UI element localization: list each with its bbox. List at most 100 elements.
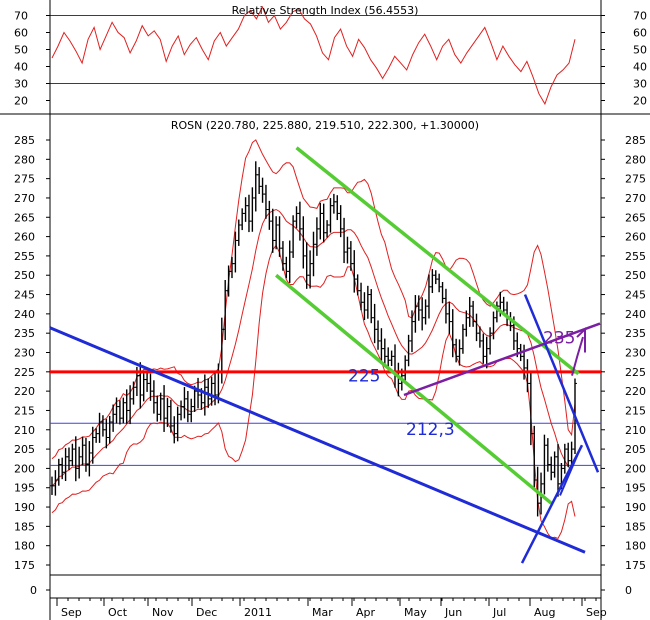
price-tick-label: 215 (14, 404, 35, 417)
price-tick-label: 225 (625, 366, 646, 379)
date-tick-label: Jul (492, 606, 506, 619)
price-tick-label: 210 (625, 424, 646, 437)
rsi-tick-label: 50 (14, 44, 28, 57)
price-tick-label: 270 (14, 192, 35, 205)
price-tick-label: 260 (14, 231, 35, 244)
date-tick-label: Nov (152, 606, 174, 619)
price-tick-label: 275 (625, 173, 646, 186)
price-tick-label: 185 (625, 520, 646, 533)
price-tick-label: 175 (625, 559, 646, 572)
price-tick-label: 230 (625, 347, 646, 360)
rsi-tick-label: 20 (14, 95, 28, 108)
price-tick-label: 250 (625, 269, 646, 282)
date-tick-label: Oct (108, 606, 128, 619)
trendlines (49, 146, 601, 564)
price-title: ROSN (220.780, 225.880, 219.510, 222.300… (171, 119, 479, 132)
bollinger-upper-band (51, 139, 576, 460)
price-tick-label: 235 (14, 327, 35, 340)
rsi-tick-label: 40 (14, 61, 28, 74)
wedge-up-line (520, 444, 584, 564)
bollinger-lower-band (51, 244, 576, 540)
price-tick-label: 240 (625, 308, 646, 321)
price-tick-label: 180 (625, 540, 646, 553)
date-tick-label: Sep (61, 606, 82, 619)
price-tick-label: 255 (14, 250, 35, 263)
price-tick-label: 185 (14, 520, 35, 533)
price-tick-label: 195 (625, 482, 646, 495)
date-tick-label: Aug (534, 606, 555, 619)
price-tick-label: 265 (14, 211, 35, 224)
rsi-series-line (51, 5, 576, 106)
price-tick-label: 200 (14, 462, 35, 475)
annotation-235: 235 (543, 329, 575, 349)
wedge-down-line (523, 294, 600, 473)
price-tick-label: 245 (625, 289, 646, 302)
rsi-tick-label: 40 (633, 61, 647, 74)
chart-annotations: 225 212,3 235 (348, 329, 575, 441)
price-tick-label: 215 (625, 404, 646, 417)
rsi-y-axis-right: 20 30 40 50 60 70 (601, 10, 647, 108)
price-tick-label: 245 (14, 289, 35, 302)
date-tick-label: 2011 (244, 606, 272, 619)
rsi-y-axis-left: 20 30 40 50 60 70 (14, 10, 50, 108)
rsi-tick-label: 30 (633, 78, 647, 91)
short-uptrend-line (403, 322, 601, 397)
price-tick-label: 265 (625, 211, 646, 224)
price-tick-label: 0 (625, 584, 632, 597)
date-axis: Sep Oct Nov Dec 2011 Mar Apr May Jun Jul Aug Sep (56, 598, 607, 619)
horizontal-guide-lines (50, 422, 601, 576)
annotation-225: 225 (348, 366, 380, 386)
price-tick-label: 200 (625, 462, 646, 475)
rsi-tick-label: 60 (633, 27, 647, 40)
price-tick-label: 240 (14, 308, 35, 321)
price-tick-label: 250 (14, 269, 35, 282)
price-tick-label: 210 (14, 424, 35, 437)
rebound-arrow-curve (571, 336, 584, 376)
price-tick-label: 225 (14, 366, 35, 379)
price-tick-label: 255 (625, 250, 646, 263)
price-tick-label: 270 (625, 192, 646, 205)
price-tick-label: 205 (14, 443, 35, 456)
price-tick-label: 205 (625, 443, 646, 456)
price-tick-label: 175 (14, 559, 35, 572)
price-tick-label: 190 (625, 501, 646, 514)
price-tick-label: 235 (625, 327, 646, 340)
price-tick-label: 180 (14, 540, 35, 553)
price-tick-label: 190 (14, 501, 35, 514)
rsi-tick-label: 60 (14, 27, 28, 40)
price-tick-label: 280 (14, 153, 35, 166)
price-tick-label: 220 (625, 385, 646, 398)
date-tick-label: May (404, 606, 427, 619)
rsi-title: Relative Strength Index (56.4553) (232, 4, 419, 17)
date-tick-label: Mar (312, 606, 333, 619)
price-tick-label: 285 (625, 134, 646, 147)
price-tick-label: 285 (14, 134, 35, 147)
rsi-tick-label: 30 (14, 78, 28, 91)
rsi-tick-label: 50 (633, 44, 647, 57)
date-tick-label: Sep (586, 606, 607, 619)
long-downtrend-line (49, 326, 586, 554)
channel-lower-line (275, 273, 553, 505)
date-tick-label: Dec (196, 606, 217, 619)
price-tick-label: 230 (14, 347, 35, 360)
price-tick-label: 275 (14, 173, 35, 186)
channel-upper-line (295, 146, 580, 376)
price-tick-label: 195 (14, 482, 35, 495)
wedge-inner-line (559, 448, 581, 496)
rebound-arrow-head (576, 326, 586, 353)
price-tick-label: 260 (625, 231, 646, 244)
rsi-tick-label: 70 (633, 10, 647, 23)
rsi-tick-label: 70 (14, 10, 28, 23)
price-bars (50, 161, 577, 517)
price-tick-label: 280 (625, 153, 646, 166)
price-tick-label: 220 (14, 385, 35, 398)
date-tick-label: Jun (444, 606, 462, 619)
date-tick-label: Apr (356, 606, 376, 619)
rsi-level-lines (50, 15, 601, 84)
rsi-tick-label: 20 (633, 95, 647, 108)
price-tick-label: 0 (30, 584, 37, 597)
annotation-212-3: 212,3 (406, 420, 455, 440)
price-y-axis-left: 0 175 180 185 190 195 200 205 210 215 220 225 230 235… (14, 134, 50, 597)
